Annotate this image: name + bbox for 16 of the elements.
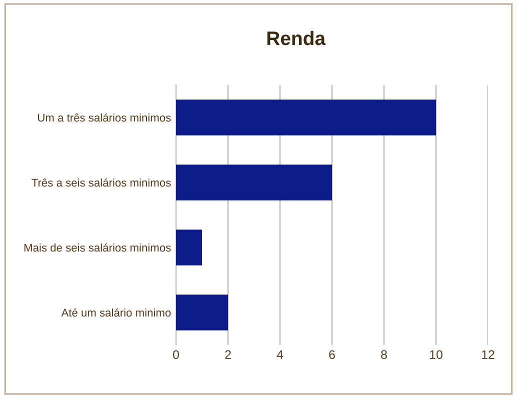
- y-tick-label: Um a três salários minimos: [38, 113, 171, 122]
- bar: [176, 100, 436, 136]
- x-tick-label: 4: [276, 350, 284, 359]
- y-tick-label: Mais de seis salários minimos: [24, 243, 171, 252]
- bar: [176, 294, 228, 330]
- bar: [176, 230, 202, 266]
- chart-title: Renda: [267, 30, 326, 46]
- y-tick-label: Três a seis salários minimos: [32, 178, 171, 187]
- x-tick-label: 8: [381, 350, 387, 360]
- x-tick-label: 0: [173, 350, 179, 360]
- bar: [176, 164, 332, 200]
- x-tick-label: 10: [430, 350, 442, 360]
- x-tick-label: 12: [482, 350, 494, 359]
- x-tick-label: 6: [329, 350, 335, 360]
- x-tick-label: 2: [225, 350, 231, 359]
- y-tick-label: Até um salário minimo: [61, 308, 171, 317]
